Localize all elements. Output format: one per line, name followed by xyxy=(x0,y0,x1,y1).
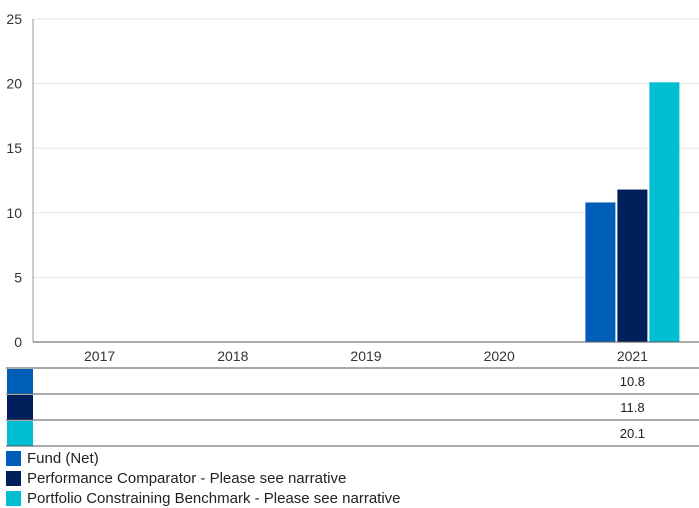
legend-item-benchmark: Portfolio Constraining Benchmark - Pleas… xyxy=(6,488,401,508)
bars xyxy=(585,82,680,343)
legend-swatch-fund xyxy=(6,450,21,466)
bar xyxy=(617,189,648,342)
y-tick-label: 5 xyxy=(14,269,22,285)
x-tick-label: 2020 xyxy=(484,348,515,364)
x-tick-label: 2021 xyxy=(617,348,648,364)
y-tick-label: 25 xyxy=(6,11,22,27)
y-tick-label: 10 xyxy=(6,205,22,221)
legend-item-fund: Fund (Net) xyxy=(6,448,401,468)
bar-chart: 0 5 10 15 20 25 2017 2018 2019 2020 2021 10.8 11.8… xyxy=(6,11,699,447)
table-row-swatch xyxy=(7,395,33,420)
table-row-swatch xyxy=(7,421,33,446)
legend-label-benchmark: Portfolio Constraining Benchmark - Pleas… xyxy=(27,489,401,507)
legend-label-comparator: Performance Comparator - Please see narr… xyxy=(27,469,347,487)
table-row-swatch xyxy=(7,369,33,394)
x-tick-label: 2017 xyxy=(84,348,115,364)
y-tick-label: 15 xyxy=(6,140,22,156)
table-cell-value: 10.8 xyxy=(620,374,645,389)
table-cell-value: 20.1 xyxy=(620,426,645,441)
x-axis: 2017 2018 2019 2020 2021 xyxy=(33,341,699,364)
data-table: 10.8 11.8 20.1 xyxy=(6,367,699,447)
legend-swatch-comparator xyxy=(6,470,21,486)
x-tick-label: 2019 xyxy=(350,348,381,364)
legend-item-comparator: Performance Comparator - Please see narr… xyxy=(6,468,401,488)
legend: Fund (Net) Performance Comparator - Plea… xyxy=(6,448,401,508)
x-tick-label: 2018 xyxy=(217,348,248,364)
table-cell-value: 11.8 xyxy=(620,400,644,415)
bar xyxy=(585,202,616,342)
bar xyxy=(649,82,680,343)
y-tick-label: 0 xyxy=(14,334,22,350)
y-axis: 0 5 10 15 20 25 xyxy=(6,11,34,350)
legend-swatch-benchmark xyxy=(6,490,21,506)
legend-label-fund: Fund (Net) xyxy=(27,449,99,467)
y-tick-label: 20 xyxy=(6,76,22,92)
